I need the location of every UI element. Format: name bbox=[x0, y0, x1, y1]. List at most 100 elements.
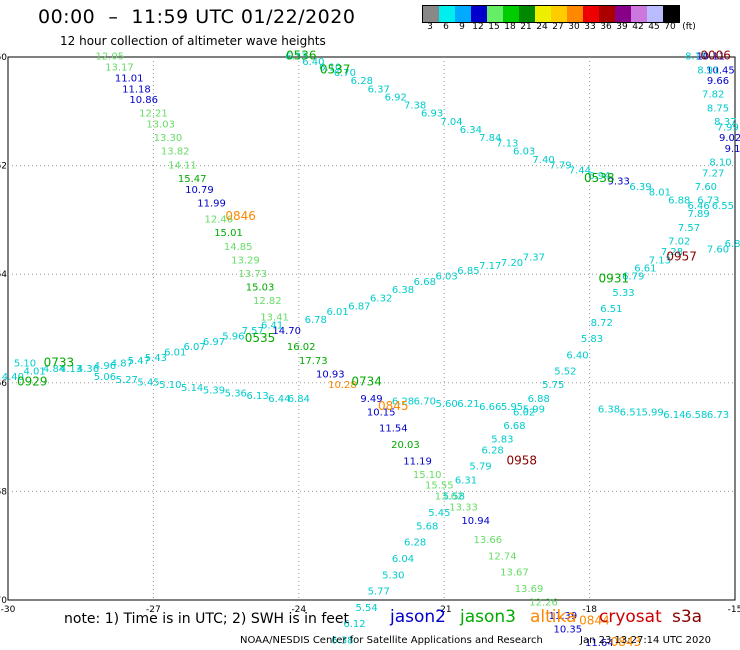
colorbar-tick-label: 15 bbox=[488, 22, 500, 32]
wave-height-label: 7.57 bbox=[678, 223, 700, 234]
wave-height-label: 6.28 bbox=[404, 538, 426, 549]
wave-height-label: 7.13 bbox=[649, 255, 671, 266]
wave-height-label: 6.58 bbox=[685, 410, 707, 421]
colorbar-tick-label: 6 bbox=[443, 22, 449, 32]
wave-height-label: 7.37 bbox=[523, 253, 545, 264]
wave-height-label: 6.14 bbox=[663, 410, 685, 421]
wave-height-label: 12.74 bbox=[488, 551, 517, 562]
colorbar-tick-label: 33 bbox=[584, 22, 596, 32]
wave-height-label: 6.61 bbox=[634, 263, 656, 274]
wave-height-label: 5.77 bbox=[368, 587, 390, 598]
wave-height-label: 15.10 bbox=[413, 470, 442, 481]
wave-height-label: 6.07 bbox=[183, 342, 205, 353]
wave-height-label: 5.58 bbox=[443, 492, 465, 503]
wave-height-label: 6.51 bbox=[620, 407, 642, 418]
wave-height-label: 5.33 bbox=[612, 288, 634, 299]
wave-height-label: 6.13 bbox=[246, 391, 268, 402]
lon-tick-label: -18 bbox=[582, 605, 597, 615]
wave-height-label: 5.99 bbox=[641, 407, 663, 418]
wave-height-label: 9.1 bbox=[725, 144, 740, 155]
wave-height-label: 5.14 bbox=[181, 383, 203, 394]
wave-height-label: 6.37 bbox=[368, 84, 390, 95]
wave-height-label: 6.32 bbox=[370, 293, 392, 304]
colorbar-swatch bbox=[519, 6, 535, 22]
wave-height-label: 15.55 bbox=[425, 481, 454, 492]
wave-height-label: 7.82 bbox=[702, 90, 724, 101]
pass-time-label: 0957 bbox=[666, 250, 697, 264]
wave-height-label: 6.51 bbox=[600, 304, 622, 315]
wave-height-label: 9.02 bbox=[719, 133, 740, 144]
wave-height-label: 5.95 bbox=[501, 402, 523, 413]
colorbar-tick-label: 24 bbox=[536, 22, 548, 32]
lon-tick-label: -27 bbox=[146, 605, 161, 615]
wave-height-label: 5.45 bbox=[137, 378, 159, 389]
colorbar-tick-label: 45 bbox=[648, 22, 660, 32]
wave-height-label: 10.45 bbox=[706, 65, 735, 76]
pass-time-label: 0536 bbox=[286, 49, 317, 63]
lon-tick-label: -21 bbox=[437, 605, 452, 615]
pass-time-label: 0931 bbox=[599, 271, 630, 285]
colorbar-tick-label: 42 bbox=[632, 22, 644, 32]
wave-height-label: 6.87 bbox=[348, 301, 370, 312]
wave-height-label: 7.60 bbox=[707, 244, 729, 255]
wave-height-label: 13.41 bbox=[260, 312, 289, 323]
wave-height-label: 17.73 bbox=[299, 356, 328, 367]
wave-height-label: 14.11 bbox=[168, 160, 197, 171]
wave-height-label: 7.13 bbox=[496, 139, 518, 150]
lat-tick-label: -60 bbox=[0, 53, 7, 63]
wave-height-label: 11.64 bbox=[585, 638, 614, 649]
colorbar-swatch bbox=[455, 6, 471, 22]
wave-height-label: 6.40 bbox=[566, 350, 588, 361]
wave-height-label: 7.04 bbox=[440, 117, 462, 128]
pass-time-label: 0537 bbox=[320, 62, 351, 76]
wave-height-label: 6.70 bbox=[414, 397, 436, 408]
wave-height-label: 13.29 bbox=[231, 255, 260, 266]
wave-height-label: 5.83 bbox=[581, 334, 603, 345]
wave-height-label: 6.94 bbox=[588, 171, 610, 182]
wave-height-label: 7.57 bbox=[242, 326, 264, 337]
wave-height-label: 12.21 bbox=[139, 109, 168, 120]
legend-altika: altika bbox=[530, 607, 577, 627]
wave-height-label: 4.96 bbox=[94, 361, 116, 372]
wave-height-label: 12.05 bbox=[95, 52, 124, 63]
pass-time-label: 0733 bbox=[44, 356, 75, 370]
footer-timestamp: Jan 23 13:27:14 UTC 2020 bbox=[580, 635, 712, 646]
wave-height-label: 6.38 bbox=[331, 635, 353, 646]
pass-time-label: 0846 bbox=[225, 209, 256, 223]
colorbar-tick-label: 3 bbox=[427, 22, 433, 32]
colorbar-tick-label: 18 bbox=[504, 22, 516, 32]
wave-height-label: 6.88 bbox=[668, 196, 690, 207]
wave-height-label: 5.06 bbox=[94, 372, 116, 383]
lon-tick-label: -24 bbox=[291, 605, 306, 615]
wave-height-label: 6.55 bbox=[712, 201, 734, 212]
wave-height-label: 5.52 bbox=[554, 367, 576, 378]
wave-height-label: 16.02 bbox=[287, 342, 316, 353]
wave-height-label: 8.75 bbox=[707, 103, 729, 114]
wave-height-label: 6.04 bbox=[392, 554, 414, 565]
wave-height-label: 11.01 bbox=[115, 73, 144, 84]
colorbar-swatch bbox=[423, 6, 439, 22]
wave-height-label: 5.47 bbox=[128, 356, 150, 367]
wave-height-label: 5.75 bbox=[542, 380, 564, 391]
wave-height-label: 12.82 bbox=[253, 296, 282, 307]
colorbar-swatch bbox=[567, 6, 583, 22]
wave-height-label: 11.18 bbox=[122, 84, 151, 95]
wave-height-label: 5.96 bbox=[222, 331, 244, 342]
colorbar-swatch bbox=[599, 6, 615, 22]
wave-height-label: 10.93 bbox=[316, 369, 345, 380]
wave-height-label: 10.11 bbox=[696, 52, 725, 63]
wave-height-label: 15.03 bbox=[246, 282, 275, 293]
wave-height-label: 13.30 bbox=[154, 133, 183, 144]
wave-height-label: 13.17 bbox=[105, 63, 134, 74]
wave-height-label: 8.37 bbox=[714, 117, 736, 128]
wave-height-label: 10.15 bbox=[367, 407, 396, 418]
wave-height-label: 7.40 bbox=[532, 155, 554, 166]
wave-height-label: 6.38 bbox=[392, 285, 414, 296]
wave-height-label: 6.01 bbox=[326, 307, 348, 318]
wave-height-label: 8.01 bbox=[649, 187, 671, 198]
pass-time-label: 0958 bbox=[506, 453, 537, 467]
colorbar-swatch bbox=[663, 6, 679, 22]
wave-height-label: 4.01 bbox=[24, 367, 46, 378]
colorbar-swatch bbox=[583, 6, 599, 22]
wave-height-label: 6.31 bbox=[455, 475, 477, 486]
